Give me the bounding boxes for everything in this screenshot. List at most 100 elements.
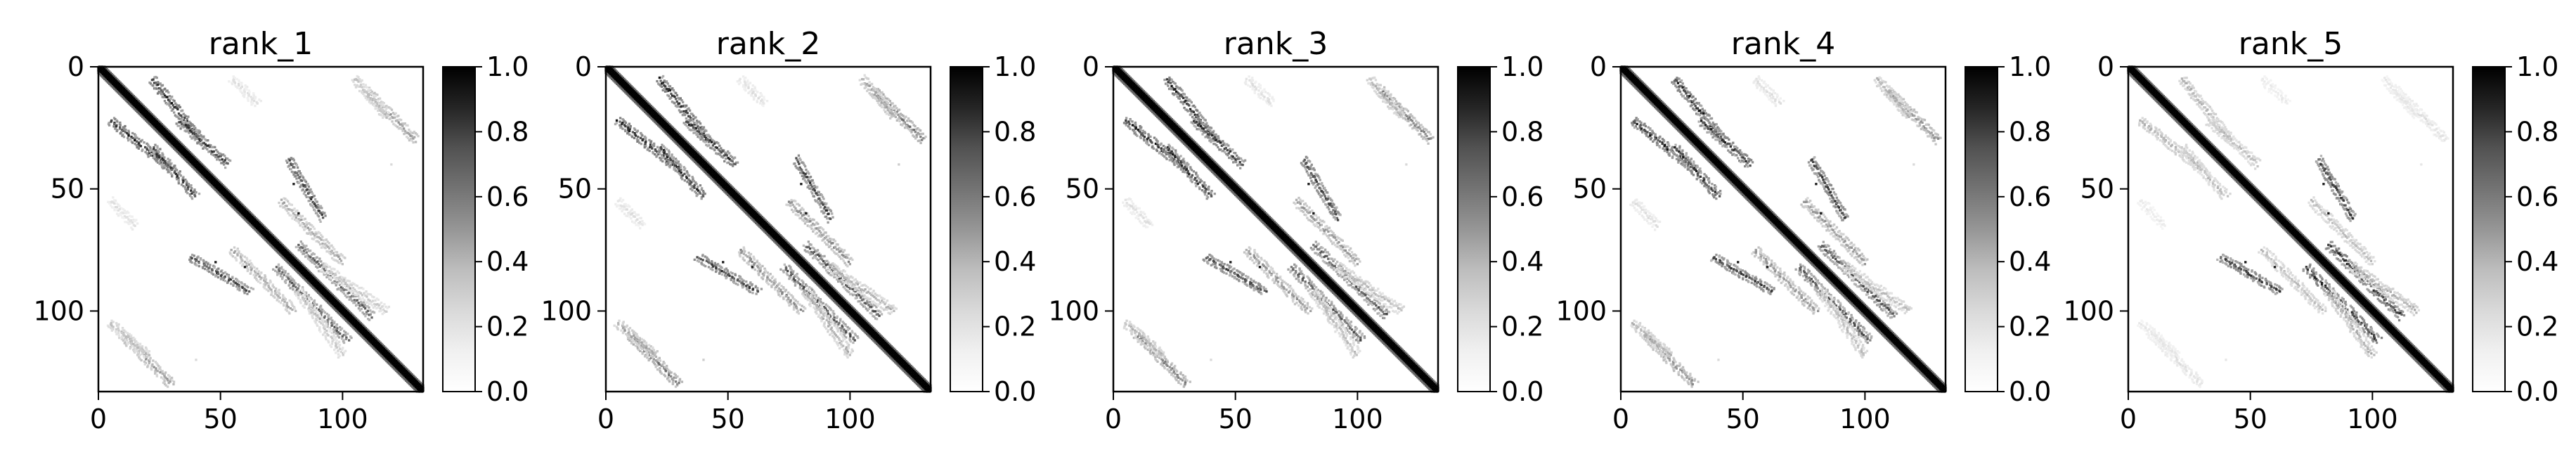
heatmap-cell (167, 166, 169, 168)
heatmap-cell (616, 328, 619, 330)
heatmap-cell (136, 141, 138, 143)
heatmap-cell (793, 309, 795, 311)
heatmap-cell (680, 165, 682, 167)
heatmap-cell (871, 83, 873, 85)
heatmap-cell (302, 188, 304, 191)
heatmap-cell (193, 131, 195, 134)
heatmap-cell (328, 247, 330, 250)
heatmap-cell (628, 134, 630, 136)
heatmap-cell (902, 122, 905, 124)
heatmap-cell (361, 86, 363, 88)
heatmap-cell (316, 266, 318, 269)
heatmap-cell (134, 348, 136, 350)
heatmap-cell (898, 117, 900, 120)
heatmap-cell (296, 172, 298, 174)
heatmap-cell (228, 80, 230, 82)
heatmap-cell (119, 337, 122, 339)
heatmap-cell (136, 144, 138, 146)
heatmap-cell (649, 146, 651, 148)
heatmap-cell (245, 89, 247, 91)
heatmap-cell (660, 148, 662, 150)
heatmap-cell (224, 159, 226, 161)
heatmap-cell (313, 195, 316, 197)
heatmap-cell (888, 114, 890, 116)
heatmap-cell (356, 304, 358, 306)
heatmap-cell (734, 163, 736, 165)
heatmap-cell (195, 138, 197, 140)
heatmap-cell (180, 115, 182, 117)
heatmap-cell (156, 146, 158, 148)
heatmap-cell (162, 96, 164, 98)
heatmap-cell (143, 141, 145, 143)
heatmap-cell (247, 100, 249, 102)
heatmap-cell (169, 95, 171, 97)
heatmap-cell (299, 176, 301, 178)
heatmap-cell (338, 272, 340, 274)
heatmap-cell (331, 250, 333, 252)
heatmap-cell (368, 307, 370, 309)
heatmap-cell (306, 183, 309, 185)
heatmap-cell (315, 233, 317, 235)
heatmap-cell (620, 330, 622, 332)
heatmap-cell (176, 122, 178, 124)
heatmap-cell (288, 312, 290, 314)
heatmap-cell (673, 102, 675, 104)
heatmap-cell (626, 132, 628, 134)
heatmap-cell (251, 98, 253, 101)
heatmap-cell (127, 332, 129, 334)
heatmap-cell (748, 263, 750, 265)
heatmap-cell (128, 131, 130, 133)
heatmap-cell (316, 304, 318, 306)
heatmap-cell (627, 124, 629, 126)
heatmap-cell (325, 338, 327, 340)
heatmap-cell (661, 373, 663, 375)
heatmap-cell (367, 98, 369, 101)
heatmap-cell (751, 261, 753, 263)
heatmap-cell (691, 124, 693, 126)
heatmap-cell (310, 311, 312, 314)
heatmap-cell (163, 156, 165, 158)
heatmap-cell (318, 241, 320, 243)
heatmap-cell (413, 136, 415, 138)
heatmap-cell (115, 125, 117, 127)
heatmap-cell (352, 81, 354, 83)
heatmap-cell (328, 242, 330, 244)
heatmap-cell (726, 154, 728, 156)
heatmap-cell (287, 284, 290, 286)
heatmap-cell (808, 240, 810, 243)
heatmap-cell (403, 127, 405, 129)
heatmap-cell (630, 342, 633, 344)
heatmap-cell (302, 247, 304, 249)
heatmap-cell (247, 270, 249, 272)
heatmap-cell (905, 115, 907, 117)
heatmap-cell (357, 85, 359, 87)
heatmap-cell (122, 217, 124, 219)
heatmap-cell (872, 89, 874, 91)
y-tick-label: 50 (51, 174, 84, 205)
heatmap-cell (157, 370, 159, 372)
heatmap-cell (224, 155, 226, 157)
heatmap-cell (335, 352, 337, 354)
heatmap-cell (159, 148, 161, 150)
heatmap-cell (672, 379, 674, 381)
heatmap-cell (412, 141, 414, 143)
heatmap-cell (327, 272, 329, 274)
heatmap-cell (310, 233, 312, 236)
heatmap-cell (867, 77, 869, 79)
heatmap-cell (817, 259, 820, 261)
heatmap-cell (309, 256, 311, 258)
heatmap-cell (318, 219, 321, 221)
heatmap-cell (673, 156, 675, 158)
heatmap-cell (363, 313, 365, 315)
heatmap-cell (278, 202, 280, 204)
heatmap-cell (622, 323, 624, 326)
heatmap-cell (330, 346, 332, 348)
heatmap-cell (156, 158, 158, 160)
heatmap-cell (653, 349, 655, 351)
heatmap-cell (691, 129, 693, 131)
heatmap-cell (794, 284, 796, 286)
heatmap-cell (115, 322, 117, 324)
heatmap-cell (241, 254, 243, 257)
heatmap-cell (273, 297, 276, 299)
heatmap-cell (306, 188, 309, 191)
